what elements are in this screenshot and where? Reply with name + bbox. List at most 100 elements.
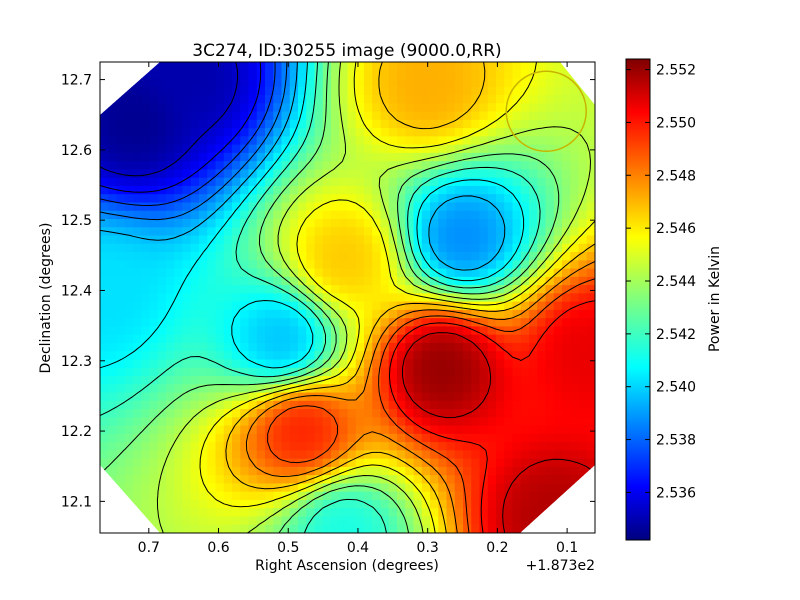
heatmap-cell xyxy=(248,301,258,311)
heatmap-cell xyxy=(364,177,373,187)
heatmap-cell xyxy=(133,400,142,410)
heatmap-cell xyxy=(487,483,497,493)
heatmap-cell xyxy=(446,326,456,336)
heatmap-cell xyxy=(545,86,555,96)
heatmap-cell xyxy=(256,524,266,533)
heatmap-cell xyxy=(133,417,142,427)
heatmap-cell xyxy=(487,499,497,509)
heatmap-cell xyxy=(388,78,398,88)
heatmap-cell xyxy=(248,227,258,237)
heatmap-cell xyxy=(248,78,258,88)
heatmap-cell xyxy=(215,62,225,71)
heatmap-cell xyxy=(232,491,241,501)
heatmap-cell xyxy=(388,70,398,80)
heatmap-cell xyxy=(149,276,159,286)
heatmap-cell xyxy=(430,235,439,245)
heatmap-cell xyxy=(487,103,497,113)
heatmap-cell xyxy=(199,260,208,270)
heatmap-cell xyxy=(553,409,563,418)
heatmap-cell xyxy=(405,466,415,476)
heatmap-cell xyxy=(496,318,505,328)
heatmap-cell xyxy=(199,177,208,187)
heatmap-cell xyxy=(256,260,266,270)
heatmap-cell xyxy=(504,326,514,336)
heatmap-cell xyxy=(529,309,538,319)
heatmap-cell xyxy=(273,219,283,228)
heatmap-cell xyxy=(355,425,365,435)
heatmap-cell xyxy=(149,210,159,220)
heatmap-cell xyxy=(355,144,365,154)
heatmap-cell xyxy=(190,409,200,418)
heatmap-cell xyxy=(199,128,208,137)
heatmap-cell xyxy=(380,499,390,509)
heatmap-cell xyxy=(496,417,505,427)
heatmap-cell xyxy=(397,318,406,328)
heatmap-cell xyxy=(157,326,167,336)
heatmap-cell xyxy=(298,185,307,195)
heatmap-cell xyxy=(207,442,217,451)
heatmap-cell xyxy=(454,260,464,270)
heatmap-cell xyxy=(454,524,464,533)
heatmap-cell xyxy=(347,491,357,501)
heatmap-cell xyxy=(413,177,423,187)
heatmap-cell xyxy=(545,491,555,501)
heatmap-cell xyxy=(364,293,373,303)
heatmap-cell xyxy=(265,227,274,237)
heatmap-cell xyxy=(397,400,406,410)
heatmap-cell xyxy=(232,152,241,162)
heatmap-cell xyxy=(430,491,439,501)
heatmap-cell xyxy=(190,293,200,303)
heatmap-cell xyxy=(240,268,250,278)
heatmap-cell xyxy=(223,458,233,468)
heatmap-cell xyxy=(562,342,571,352)
heatmap-cell xyxy=(504,276,514,286)
heatmap-cell xyxy=(240,524,250,533)
heatmap-cell xyxy=(124,227,134,237)
heatmap-cell xyxy=(570,202,580,212)
heatmap-cell xyxy=(388,219,398,228)
heatmap-cell xyxy=(438,260,448,270)
heatmap-cell xyxy=(512,359,522,369)
heatmap-cell xyxy=(405,285,415,294)
heatmap-cell xyxy=(471,111,481,121)
heatmap-cell xyxy=(512,384,522,394)
heatmap-cell xyxy=(504,376,514,385)
heatmap-cell xyxy=(413,252,423,261)
heatmap-cell xyxy=(347,351,357,361)
heatmap-cell xyxy=(339,219,349,228)
heatmap-cell xyxy=(430,384,439,394)
heatmap-cell xyxy=(223,293,233,303)
heatmap-cell xyxy=(380,508,390,518)
heatmap-cell xyxy=(166,276,175,286)
heatmap-cell xyxy=(479,409,489,418)
heatmap-cell xyxy=(273,86,283,96)
heatmap-cell xyxy=(265,169,274,179)
heatmap-cell xyxy=(124,119,134,129)
heatmap-cell xyxy=(116,95,126,104)
heatmap-cell xyxy=(240,342,250,352)
heatmap-cell xyxy=(537,384,547,394)
heatmap-cell xyxy=(116,351,126,361)
heatmap-cell xyxy=(149,202,159,212)
heatmap-cell xyxy=(364,260,373,270)
heatmap-cell xyxy=(380,152,390,162)
heatmap-cell xyxy=(339,458,349,468)
heatmap-cell xyxy=(537,202,547,212)
heatmap-cell xyxy=(463,524,472,533)
heatmap-cell xyxy=(108,227,118,237)
heatmap-cell xyxy=(281,243,291,253)
heatmap-cell xyxy=(471,169,481,179)
heatmap-cell xyxy=(479,103,489,113)
heatmap-cell xyxy=(529,95,538,104)
heatmap-cell xyxy=(166,516,175,526)
heatmap-cell xyxy=(273,425,283,435)
heatmap-cell xyxy=(487,210,497,220)
heatmap-cell xyxy=(108,466,118,476)
heatmap-cell xyxy=(141,475,151,485)
heatmap-cell xyxy=(314,268,324,278)
heatmap-cell xyxy=(174,458,184,468)
heatmap-cell xyxy=(446,516,456,526)
heatmap-cell xyxy=(199,326,208,336)
heatmap-cell xyxy=(562,194,571,204)
heatmap-cell xyxy=(364,169,373,179)
